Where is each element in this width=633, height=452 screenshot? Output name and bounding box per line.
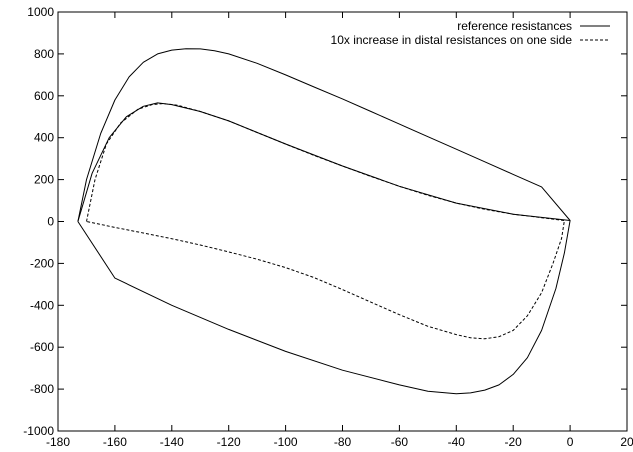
plot-frame <box>57 11 628 432</box>
series-line-2 <box>77 102 571 222</box>
y-tick-label: 1000 <box>27 5 54 19</box>
y-tick-label: -600 <box>30 340 54 354</box>
y-tick-label: 0 <box>47 215 54 229</box>
series-line-1 <box>86 103 565 340</box>
x-tick-label: -160 <box>103 435 127 449</box>
y-tick-label: -800 <box>30 382 54 396</box>
x-tick-label: -60 <box>391 435 409 449</box>
series-line-0 <box>77 48 571 395</box>
legend-label: 10x increase in distal resistances on on… <box>331 33 573 47</box>
legend-label: reference resistances <box>457 19 572 33</box>
x-tick-label: 0 <box>567 435 574 449</box>
y-tick-label: 600 <box>34 89 54 103</box>
y-tick-label: -400 <box>30 298 54 312</box>
y-tick-label: 800 <box>34 47 54 61</box>
x-tick-label: -180 <box>46 435 70 449</box>
x-tick-label: -100 <box>274 435 298 449</box>
y-tick-label: 200 <box>34 173 54 187</box>
x-tick-label: 20 <box>620 435 633 449</box>
series-group <box>77 48 571 395</box>
x-tick-label: -20 <box>505 435 523 449</box>
y-tick-label: 400 <box>34 131 54 145</box>
axis-ticks: -180 -160 -140 -120 -100 -80 -60 -40 -20 0 20-1000… <box>23 5 633 449</box>
x-tick-label: -140 <box>160 435 184 449</box>
y-tick-label: -200 <box>30 256 54 270</box>
x-tick-label: -40 <box>448 435 466 449</box>
y-tick-label: -1000 <box>23 424 54 438</box>
x-tick-label: -80 <box>334 435 352 449</box>
x-tick-label: -120 <box>217 435 241 449</box>
